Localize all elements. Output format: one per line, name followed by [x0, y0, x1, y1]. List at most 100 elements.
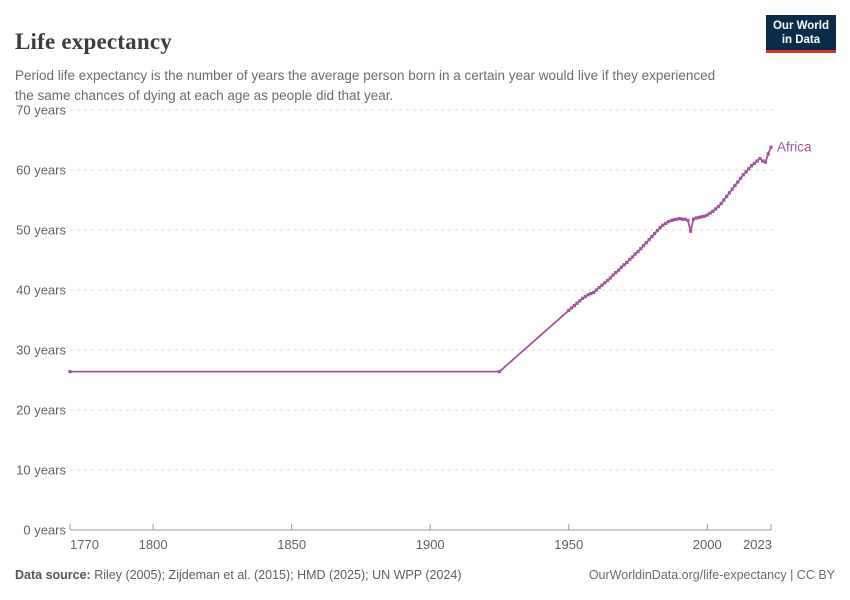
x-axis-tick-label: 1900 — [416, 537, 445, 552]
series-marker — [639, 247, 643, 251]
owid-logo-line1: Our World — [772, 20, 829, 32]
series-marker — [766, 152, 770, 156]
series-marker — [655, 229, 659, 233]
series-marker — [497, 370, 502, 374]
series-marker — [581, 296, 585, 300]
series-marker — [653, 232, 657, 236]
y-axis-tick-label: 70 years — [16, 103, 66, 118]
series-marker — [730, 187, 734, 191]
series-marker — [594, 288, 598, 292]
series-marker — [689, 229, 693, 233]
series-marker — [658, 226, 662, 230]
series-marker — [705, 213, 709, 217]
series-marker — [733, 184, 737, 188]
series-marker — [567, 308, 571, 312]
series-marker — [697, 215, 701, 219]
data-source-text: Riley (2005); Zijdeman et al. (2015); HM… — [94, 568, 462, 582]
series-marker — [700, 215, 704, 219]
series-marker — [614, 271, 618, 275]
series-marker — [691, 217, 695, 221]
series-marker — [625, 260, 629, 264]
y-axis-tick-label: 20 years — [16, 403, 66, 418]
series-marker — [675, 217, 679, 221]
series-marker — [744, 170, 748, 174]
series-marker — [636, 250, 640, 254]
series-marker — [583, 295, 587, 299]
y-axis-tick-label: 30 years — [16, 343, 66, 358]
x-axis-tick-label: 1800 — [139, 537, 168, 552]
series-marker — [611, 273, 615, 277]
series-marker — [586, 293, 590, 297]
series-marker — [600, 283, 604, 287]
series-marker — [758, 157, 762, 161]
data-source-note: Data source: Riley (2005); Zijdeman et a… — [15, 568, 462, 582]
series-marker — [714, 207, 718, 211]
series-marker — [686, 218, 690, 222]
series-marker — [68, 370, 72, 374]
series-marker — [572, 304, 576, 308]
series-marker — [738, 176, 743, 180]
series-marker — [619, 265, 623, 269]
series-marker — [769, 145, 773, 149]
x-axis-tick-label: 1950 — [554, 537, 583, 552]
series-marker — [578, 299, 582, 303]
series-marker — [641, 244, 646, 248]
series-line-africa[interactable] — [69, 146, 772, 373]
y-axis-tick-label: 50 years — [16, 223, 66, 238]
series-end-label: Africa — [777, 140, 812, 155]
x-axis-tick-label: 1850 — [277, 537, 306, 552]
series-marker — [569, 306, 574, 310]
series-marker — [763, 160, 768, 164]
series-marker — [666, 220, 671, 224]
page-title: Life expectancy — [15, 29, 172, 55]
series-marker — [680, 217, 684, 221]
series-marker — [597, 286, 601, 290]
series-marker — [716, 205, 720, 209]
credit-link[interactable]: OurWorldinData.org/life-expectancy | CC … — [588, 568, 835, 582]
series-marker — [752, 161, 756, 165]
series-marker — [617, 268, 621, 272]
series-marker — [761, 159, 765, 163]
y-axis-tick-label: 0 years — [23, 523, 66, 538]
series-marker — [741, 173, 745, 177]
series-marker — [719, 202, 723, 206]
x-axis-tick-label: 1770 — [70, 537, 99, 552]
series-marker — [702, 214, 707, 218]
chart-subtitle: Period life expectancy is the number of … — [15, 67, 716, 103]
y-axis-tick-label: 10 years — [16, 463, 66, 478]
owid-logo[interactable]: Our World in Data — [765, 15, 836, 53]
series-marker — [722, 198, 726, 202]
y-axis-tick-label: 60 years — [16, 163, 66, 178]
series-marker — [694, 216, 698, 220]
x-axis-tick-label: 2023 — [743, 537, 772, 552]
series-marker — [592, 290, 596, 294]
series-marker — [650, 235, 654, 239]
y-axis-tick-label: 40 years — [16, 283, 66, 298]
series-marker — [589, 292, 593, 296]
series-marker — [622, 263, 626, 267]
series-marker — [630, 255, 635, 259]
series-marker — [727, 191, 731, 195]
series-marker — [633, 252, 637, 256]
series-marker — [708, 211, 712, 215]
series-marker — [672, 218, 676, 222]
series-marker — [628, 257, 632, 261]
x-axis-tick-label: 2000 — [693, 537, 722, 552]
series-marker — [711, 209, 715, 213]
series-marker — [725, 194, 729, 198]
owid-logo-line2: in Data — [781, 33, 821, 46]
data-source-label: Data source: — [15, 568, 91, 582]
series-marker — [755, 159, 759, 163]
series-marker — [644, 241, 648, 245]
series-marker — [736, 180, 740, 184]
series-marker — [647, 238, 651, 242]
series-marker — [750, 164, 754, 168]
series-marker — [747, 167, 751, 171]
series-marker — [664, 221, 668, 225]
series-marker — [661, 223, 665, 227]
series-marker — [605, 278, 610, 282]
series-marker — [683, 217, 687, 221]
series-marker — [678, 217, 682, 221]
series-marker — [575, 301, 579, 305]
